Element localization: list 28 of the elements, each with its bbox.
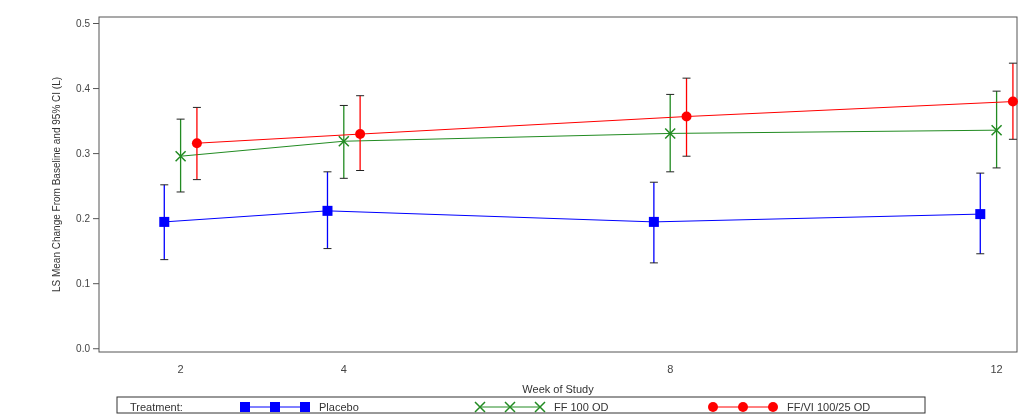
point [322,205,333,216]
point [664,127,676,140]
legend-title: Treatment: [130,401,183,413]
y-tick-label: 0.1 [76,278,91,290]
x-tick-label: 8 [667,363,674,375]
y-tick-label: 0.2 [76,213,91,225]
legend-label: FF/VI 100/25 OD [787,401,871,413]
legend-label: Placebo [319,401,359,413]
x-axis-title: Week of Study [522,383,595,395]
point [355,129,366,140]
y-tick-label: 0.5 [76,18,91,29]
legend-label: FF 100 OD [554,401,609,413]
point [159,216,170,227]
x-tick-label: 2 [177,363,184,375]
point [174,150,187,162]
point [681,111,692,122]
y-tick-label: 0.4 [76,83,91,95]
point [648,216,659,227]
x-tick-label: 4 [340,363,347,375]
point [191,138,202,149]
point [1007,96,1018,107]
y-tick-label: 0.3 [76,148,91,160]
y-axis-title: LS Mean Change From Baseline and 95% CI (L) [51,76,62,293]
point [990,124,1003,136]
point [338,135,350,147]
x-tick-label: 12 [990,363,1003,375]
point [975,209,986,220]
y-tick-label: 0.0 [76,343,91,355]
